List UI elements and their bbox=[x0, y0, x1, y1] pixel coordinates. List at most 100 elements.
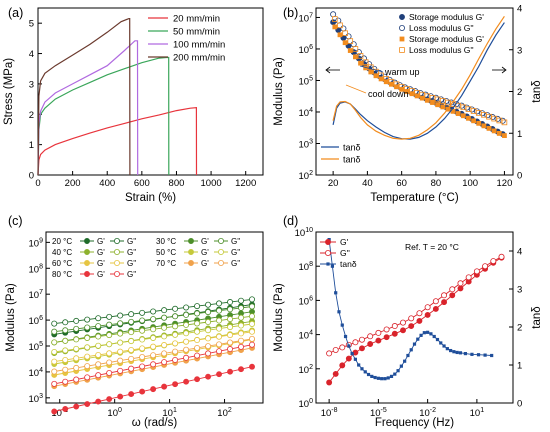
y-tick-label: 105 bbox=[299, 75, 314, 87]
y2-tick-label: 0 bbox=[517, 171, 522, 182]
legend-entry: 20 mm/min bbox=[173, 14, 220, 25]
legend-marker bbox=[399, 36, 405, 42]
tan-delta-point bbox=[353, 357, 357, 361]
loss-point bbox=[238, 304, 245, 311]
modulus-point bbox=[424, 304, 431, 311]
loss-point bbox=[161, 350, 168, 357]
axes-frame-a bbox=[37, 7, 264, 176]
tan-delta-point bbox=[470, 352, 474, 356]
y2-tick-label: 1 bbox=[517, 361, 522, 372]
x-tick-label: 10-5 bbox=[370, 407, 387, 419]
loss-point bbox=[183, 354, 190, 361]
tan-delta-point bbox=[380, 377, 384, 381]
modulus-point bbox=[352, 339, 359, 346]
loss-point bbox=[139, 345, 146, 352]
loss-point bbox=[205, 319, 212, 326]
loss-point bbox=[183, 346, 190, 353]
data-point bbox=[332, 16, 338, 22]
data-point bbox=[471, 118, 476, 124]
legend-gpp: G'' bbox=[127, 248, 137, 257]
loss-point bbox=[95, 351, 102, 358]
loss-point bbox=[128, 318, 135, 325]
loss-point bbox=[238, 330, 245, 337]
tan-delta-line bbox=[328, 239, 492, 380]
loss-point bbox=[150, 361, 157, 368]
loss-point bbox=[227, 316, 234, 323]
legend-entry: 50 mm/min bbox=[173, 27, 220, 38]
legend-marker bbox=[114, 259, 121, 266]
storage-point bbox=[183, 378, 190, 385]
loss-point bbox=[128, 346, 135, 353]
storage-point bbox=[51, 408, 58, 415]
legend-temp: 40 °C bbox=[52, 248, 72, 257]
legend-gp: G' bbox=[201, 237, 209, 246]
loss-point bbox=[227, 339, 234, 346]
y-tick-label: 102 bbox=[299, 170, 314, 182]
legend-marker bbox=[217, 259, 224, 266]
loss-point bbox=[95, 315, 102, 322]
legend-entry: tanδ bbox=[340, 259, 357, 269]
x-tick-label: 1200 bbox=[235, 178, 256, 189]
loss-point bbox=[227, 332, 234, 339]
tan-delta-point bbox=[357, 363, 361, 367]
tan-delta-point bbox=[435, 337, 440, 342]
data-point bbox=[330, 11, 337, 18]
loss-point bbox=[249, 328, 256, 335]
legend-marker bbox=[114, 248, 121, 255]
loss-point bbox=[172, 348, 179, 355]
legend-temp: 60 °C bbox=[52, 259, 72, 268]
data-point bbox=[358, 60, 363, 66]
modulus-point bbox=[416, 317, 423, 324]
y2-tick-label: 1 bbox=[517, 129, 522, 140]
data-point bbox=[353, 54, 358, 60]
x-tick-label: 20 bbox=[328, 178, 339, 189]
loss-point bbox=[73, 325, 80, 332]
loss-point bbox=[73, 345, 80, 352]
y2-axis-label: tanδ bbox=[531, 306, 543, 328]
loss-point bbox=[194, 344, 201, 351]
loss-point bbox=[194, 352, 201, 359]
legend-marker bbox=[84, 260, 90, 266]
loss-point bbox=[139, 317, 146, 324]
y2-tick-label: 4 bbox=[517, 247, 522, 258]
y2-tick-label: 0 bbox=[517, 399, 522, 410]
series-line bbox=[37, 106, 198, 176]
modulus-point bbox=[432, 298, 439, 305]
tan-delta-point bbox=[376, 376, 380, 380]
tan-delta-point bbox=[360, 367, 364, 371]
tan-delta-point bbox=[445, 347, 449, 351]
loss-point bbox=[205, 309, 212, 316]
data-point bbox=[337, 22, 343, 29]
x-axis-label: Strain (%) bbox=[125, 192, 176, 204]
loss-point bbox=[95, 372, 102, 379]
tan-delta-point bbox=[458, 351, 463, 355]
tan-delta-point bbox=[463, 352, 467, 356]
tan-delta-point bbox=[396, 369, 400, 373]
legend-marker bbox=[188, 249, 194, 255]
modulus-point bbox=[391, 323, 398, 330]
data-point bbox=[481, 123, 487, 129]
data-point bbox=[330, 19, 337, 26]
data-point bbox=[345, 33, 352, 40]
legend-marker bbox=[84, 271, 90, 277]
storage-point bbox=[205, 373, 212, 380]
loss-point bbox=[95, 361, 102, 368]
x-tick-label: 10-2 bbox=[419, 407, 436, 419]
loss-point bbox=[216, 317, 223, 324]
storage-point bbox=[216, 371, 223, 378]
loss-point bbox=[238, 322, 245, 329]
modulus-point bbox=[359, 345, 365, 352]
left-axis-arrowhead bbox=[325, 66, 331, 74]
y2-tick-label: 2 bbox=[517, 323, 522, 334]
modulus-point bbox=[449, 292, 456, 299]
data-point bbox=[347, 48, 353, 53]
tan-delta-point bbox=[409, 348, 413, 352]
x-tick-label: 200 bbox=[65, 178, 81, 189]
x-tick-label: 0 bbox=[35, 178, 40, 189]
modulus-point bbox=[375, 337, 382, 344]
y-tick-label: 4 bbox=[29, 49, 34, 60]
legend-gpp: G'' bbox=[127, 259, 137, 268]
legend-entry: tanδ bbox=[343, 155, 361, 165]
loss-point bbox=[238, 314, 245, 321]
data-point bbox=[450, 108, 456, 114]
